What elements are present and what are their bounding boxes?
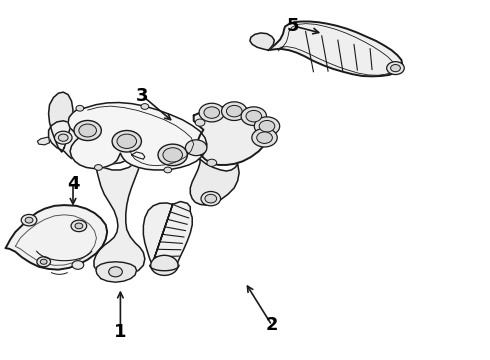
- Circle shape: [75, 223, 83, 229]
- Circle shape: [84, 149, 92, 155]
- Polygon shape: [15, 215, 97, 265]
- Polygon shape: [37, 137, 49, 145]
- Circle shape: [226, 105, 242, 117]
- Circle shape: [37, 257, 50, 267]
- Circle shape: [141, 104, 149, 109]
- Circle shape: [257, 132, 272, 143]
- Circle shape: [54, 131, 72, 144]
- Circle shape: [387, 62, 404, 75]
- Circle shape: [95, 165, 102, 170]
- Polygon shape: [144, 202, 192, 268]
- Polygon shape: [190, 159, 239, 205]
- Circle shape: [40, 259, 47, 264]
- Circle shape: [205, 194, 217, 203]
- Circle shape: [158, 144, 187, 166]
- Circle shape: [391, 64, 400, 72]
- Polygon shape: [132, 152, 145, 159]
- Circle shape: [85, 128, 91, 132]
- Circle shape: [221, 102, 247, 121]
- Polygon shape: [68, 103, 207, 170]
- Polygon shape: [96, 262, 137, 282]
- Circle shape: [72, 261, 84, 269]
- Circle shape: [241, 107, 267, 126]
- Circle shape: [113, 141, 123, 148]
- Circle shape: [195, 119, 205, 126]
- Text: 4: 4: [67, 175, 79, 193]
- Circle shape: [246, 111, 262, 122]
- Polygon shape: [49, 121, 84, 158]
- Text: 2: 2: [266, 316, 278, 334]
- Circle shape: [71, 220, 87, 231]
- Circle shape: [252, 129, 277, 147]
- Text: 5: 5: [287, 17, 299, 35]
- Circle shape: [201, 192, 220, 206]
- Circle shape: [76, 105, 84, 111]
- Circle shape: [185, 140, 207, 156]
- Circle shape: [207, 159, 217, 166]
- Circle shape: [109, 267, 122, 277]
- Polygon shape: [269, 22, 402, 76]
- Circle shape: [199, 103, 224, 122]
- Circle shape: [117, 134, 137, 148]
- Polygon shape: [49, 92, 73, 152]
- Text: 1: 1: [114, 323, 126, 341]
- Polygon shape: [86, 126, 137, 164]
- Circle shape: [25, 217, 33, 223]
- Polygon shape: [194, 107, 270, 165]
- Polygon shape: [94, 151, 145, 277]
- Text: 3: 3: [136, 87, 148, 105]
- Circle shape: [79, 124, 97, 137]
- Circle shape: [163, 148, 182, 162]
- Circle shape: [254, 117, 280, 135]
- Circle shape: [259, 121, 275, 132]
- Circle shape: [109, 138, 127, 151]
- Circle shape: [164, 167, 171, 173]
- Circle shape: [151, 255, 178, 275]
- Circle shape: [58, 134, 68, 141]
- Circle shape: [21, 215, 37, 226]
- Circle shape: [112, 131, 142, 152]
- Polygon shape: [5, 205, 107, 270]
- Polygon shape: [250, 33, 274, 50]
- Circle shape: [204, 107, 220, 118]
- Circle shape: [74, 121, 101, 140]
